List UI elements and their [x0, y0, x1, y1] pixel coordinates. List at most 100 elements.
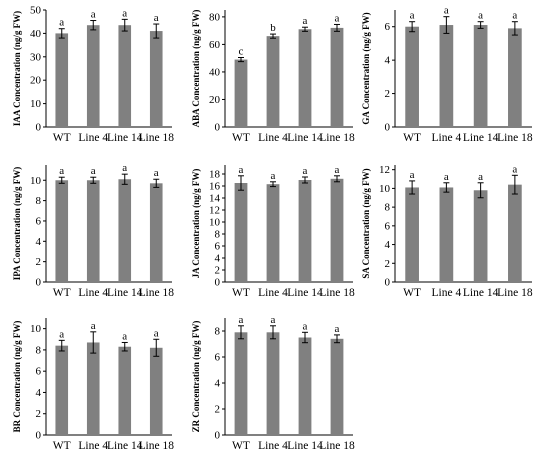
y-tick-label: 10 [209, 217, 221, 229]
category-label: Line 18 [497, 287, 533, 299]
significance-letter: a [91, 320, 96, 332]
chart-panel-6: 0 2 4 6 8 10 BR Concentration (ng/g FW) a WT a Lin… [12, 318, 174, 452]
bar-line-14 [473, 25, 488, 128]
bar-line-4 [86, 25, 100, 127]
category-label: WT [403, 287, 421, 299]
category-label: Line 18 [319, 287, 355, 299]
y-tick-label: 6 [215, 352, 221, 364]
y-tick-label: 12 [379, 164, 390, 176]
significance-letter: a [335, 164, 340, 176]
category-label: Line 4 [258, 287, 288, 299]
significance-letter: a [122, 162, 127, 174]
y-tick-label: 0 [385, 122, 391, 134]
significance-letter: a [154, 12, 159, 24]
category-label: Line 14 [463, 287, 499, 299]
bar-line-18 [508, 184, 522, 282]
y-axis-label: JA Concentration (ng/g FW) [191, 169, 201, 279]
category-label: Line 14 [107, 440, 143, 452]
bar-line-14 [118, 25, 132, 127]
bar-line-18 [330, 27, 344, 127]
y-axis-label: ZR Concentration (ng/g FW) [191, 321, 201, 433]
significance-letter: a [59, 17, 64, 29]
significance-letter: a [154, 327, 159, 339]
significance-letter: a [122, 7, 127, 19]
y-tick-label: 0 [36, 430, 42, 442]
category-label: Line 4 [432, 287, 462, 299]
significance-letter: a [410, 10, 415, 22]
y-tick-label: 8 [385, 202, 391, 214]
bar-line-4 [439, 187, 454, 282]
category-label: WT [232, 440, 250, 452]
category-label: Line 14 [107, 132, 143, 144]
category-label: Line 4 [78, 132, 108, 144]
significance-letter: a [335, 323, 340, 335]
y-axis-label: BR Concentration (ng/g FW) [12, 321, 22, 433]
significance-letter: a [122, 330, 127, 342]
y-tick-label: 0 [36, 122, 42, 134]
significance-letter: a [512, 163, 517, 175]
bar-wt [55, 33, 69, 127]
category-label: Line 4 [258, 440, 288, 452]
bar-line-18 [149, 347, 163, 435]
y-axis-label: IAA Concentration (ng/g FW) [12, 11, 22, 126]
category-label: Line 14 [287, 440, 323, 452]
bar-line-4 [266, 332, 280, 435]
significance-letter: a [512, 10, 517, 22]
significance-letter: a [303, 165, 308, 177]
significance-letter: a [478, 171, 483, 183]
significance-letter: a [271, 314, 276, 326]
chart-panel-3: 0 2 4 6 8 10 IPA Concentration (ng/g FW) a WT a Li… [12, 162, 174, 299]
y-tick-label: 0 [215, 277, 221, 289]
category-label: Line 18 [319, 440, 355, 452]
bar-line-4 [266, 184, 280, 282]
bar-wt [55, 345, 69, 435]
y-tick-label: 0 [215, 430, 221, 442]
bar-line-14 [118, 346, 132, 435]
y-axis-label: IPA Concentration (ng/g FW) [12, 167, 22, 281]
y-tick-label: 4 [36, 387, 42, 399]
significance-letter: a [303, 15, 308, 27]
chart-panel-0: 0 10 20 30 40 50 IAA Concentration (ng/g FW) a W… [12, 5, 174, 145]
chart-panel-5: 0 2 4 6 8 10 12 SA Concentration (ng/g FW) a WT a L… [361, 163, 533, 299]
bar-line-4 [266, 36, 280, 128]
significance-letter: a [444, 5, 449, 17]
y-tick-label: 8 [36, 195, 42, 207]
y-tick-label: 2 [385, 88, 391, 100]
category-label: Line 14 [107, 287, 143, 299]
y-tick-label: 10 [379, 183, 391, 195]
significance-letter: a [303, 320, 308, 332]
y-tick-label: 6 [36, 215, 42, 227]
category-label: WT [53, 132, 71, 144]
bar-line-14 [298, 29, 312, 128]
category-label: Line 14 [287, 287, 323, 299]
y-tick-label: 40 [30, 28, 42, 40]
bar-line-14 [298, 180, 312, 282]
y-tick-label: 20 [30, 75, 42, 87]
bar-wt [234, 332, 248, 435]
y-tick-label: 40 [209, 66, 221, 78]
significance-letter: a [444, 171, 449, 183]
significance-letter: a [410, 169, 415, 181]
chart-panel-1: 0 20 40 60 80 ABA Concentration (ng/g FW) c WT b… [191, 10, 355, 144]
category-label: Line 18 [319, 132, 355, 144]
y-axis-label: GA Concentration (ng/g FW) [361, 12, 371, 124]
y-tick-label: 12 [209, 205, 220, 217]
y-tick-label: 60 [209, 39, 221, 51]
significance-letter: a [59, 328, 64, 340]
bar-line-18 [508, 28, 522, 128]
significance-letter: c [239, 45, 244, 57]
y-tick-label: 6 [385, 21, 391, 33]
category-label: Line 4 [258, 132, 288, 144]
bar-line-18 [330, 178, 344, 282]
significance-letter: a [91, 165, 96, 177]
bar-line-4 [86, 342, 100, 435]
y-tick-label: 50 [30, 5, 42, 17]
bar-line-18 [149, 183, 163, 282]
y-tick-label: 16 [209, 181, 221, 193]
bar-wt [234, 59, 248, 127]
y-tick-label: 8 [215, 229, 221, 241]
significance-letter: a [59, 165, 64, 177]
y-tick-label: 2 [215, 265, 221, 277]
category-label: WT [403, 132, 421, 144]
y-tick-label: 10 [30, 175, 42, 187]
